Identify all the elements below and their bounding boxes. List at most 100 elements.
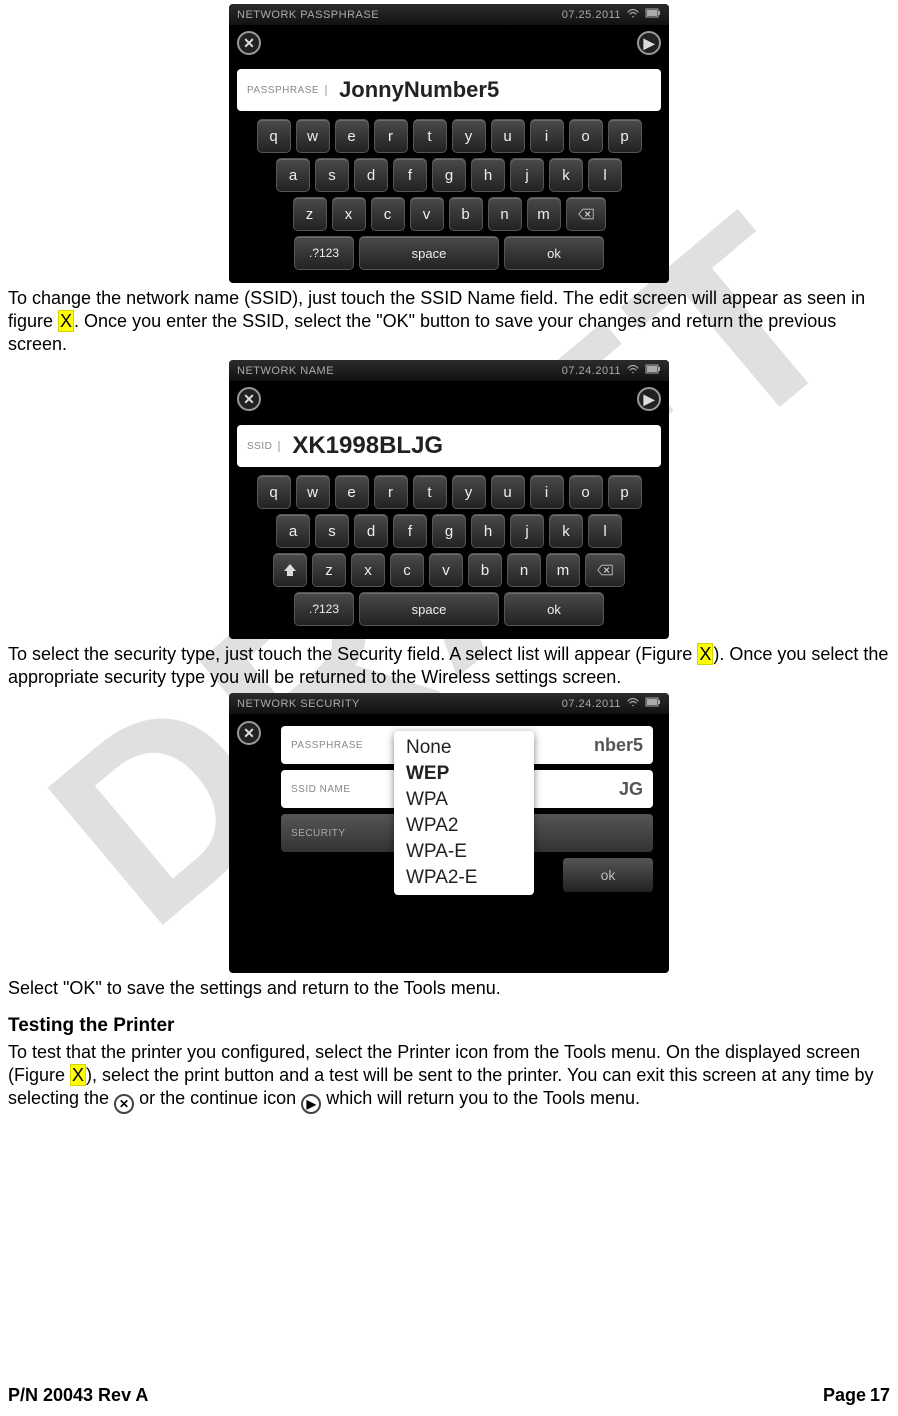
key-f[interactable]: f (393, 158, 427, 192)
key-x[interactable]: x (351, 553, 385, 587)
status-date: 07.25.2011 (562, 9, 621, 21)
battery-icon (645, 8, 661, 21)
key-t[interactable]: t (413, 119, 447, 153)
screenshot-ssid: NETWORK NAME 07.24.2011 ✕ ▶ SSID XK1998B… (229, 360, 669, 639)
screenshot-passphrase: NETWORK PASSPHRASE 07.25.2011 ✕ ▶ PASSPH… (229, 4, 669, 283)
key-j[interactable]: j (510, 158, 544, 192)
security-option-wpa2-e[interactable]: WPA2-E (394, 865, 534, 891)
key-space[interactable]: space (359, 592, 499, 626)
key-v[interactable]: v (410, 197, 444, 231)
key-k[interactable]: k (549, 158, 583, 192)
key-y[interactable]: y (452, 475, 486, 509)
field-label: SSID NAME (281, 784, 359, 795)
key-o[interactable]: o (569, 475, 603, 509)
key-x[interactable]: x (332, 197, 366, 231)
key-q[interactable]: q (257, 475, 291, 509)
key-l[interactable]: l (588, 514, 622, 548)
heading-testing-printer: Testing the Printer (8, 1014, 890, 1038)
key-e[interactable]: e (335, 119, 369, 153)
key-h[interactable]: h (471, 514, 505, 548)
ssid-field[interactable]: SSID XK1998BLJG (237, 425, 661, 467)
keyboard: qwertyuiop asdfghjkl zxcvbnm .?123 space… (229, 119, 669, 283)
key-ok[interactable]: ok (504, 236, 604, 270)
key-e[interactable]: e (335, 475, 369, 509)
key-c[interactable]: c (371, 197, 405, 231)
paragraph-select-ok: Select "OK" to save the settings and ret… (8, 977, 890, 1000)
key-f[interactable]: f (393, 514, 427, 548)
ok-button[interactable]: ok (563, 858, 653, 892)
key-u[interactable]: u (491, 475, 525, 509)
key-n[interactable]: n (488, 197, 522, 231)
key-w[interactable]: w (296, 475, 330, 509)
close-icon[interactable]: ✕ (237, 721, 261, 745)
paragraph-testing-printer: To test that the printer you configured,… (8, 1041, 890, 1115)
key-r[interactable]: r (374, 475, 408, 509)
close-icon[interactable]: ✕ (237, 31, 261, 55)
key-t[interactable]: t (413, 475, 447, 509)
wifi-icon (627, 8, 639, 21)
security-option-wpa-e[interactable]: WPA-E (394, 839, 534, 865)
key-r[interactable]: r (374, 119, 408, 153)
key-y[interactable]: y (452, 119, 486, 153)
key-backspace[interactable] (585, 553, 625, 587)
key-p[interactable]: p (608, 475, 642, 509)
key-m[interactable]: m (546, 553, 580, 587)
key-l[interactable]: l (588, 158, 622, 192)
passphrase-field[interactable]: PASSPHRASE JonnyNumber5 (237, 69, 661, 111)
key-j[interactable]: j (510, 514, 544, 548)
key-b[interactable]: b (449, 197, 483, 231)
key-c[interactable]: c (390, 553, 424, 587)
security-option-wep[interactable]: WEP (394, 761, 534, 787)
key-k[interactable]: k (549, 514, 583, 548)
page-content: NETWORK PASSPHRASE 07.25.2011 ✕ ▶ PASSPH… (8, 4, 890, 1114)
key-z[interactable]: z (312, 553, 346, 587)
keyboard: qwertyuiop asdfghjkl zxcvbnm .?123 space… (229, 475, 669, 639)
key-g[interactable]: g (432, 514, 466, 548)
key-o[interactable]: o (569, 119, 603, 153)
key-g[interactable]: g (432, 158, 466, 192)
close-icon[interactable]: ✕ (237, 387, 261, 411)
key-h[interactable]: h (471, 158, 505, 192)
key-d[interactable]: d (354, 514, 388, 548)
key-s[interactable]: s (315, 514, 349, 548)
key-m[interactable]: m (527, 197, 561, 231)
screen-title: NETWORK NAME (237, 365, 334, 377)
continue-icon[interactable]: ▶ (637, 387, 661, 411)
field-label: PASSPHRASE (237, 85, 327, 96)
key-b[interactable]: b (468, 553, 502, 587)
key-u[interactable]: u (491, 119, 525, 153)
field-value: XK1998BLJG (280, 432, 661, 460)
security-option-wpa[interactable]: WPA (394, 787, 534, 813)
key-n[interactable]: n (507, 553, 541, 587)
key-space[interactable]: space (359, 236, 499, 270)
security-option-wpa2[interactable]: WPA2 (394, 813, 534, 839)
continue-icon[interactable]: ▶ (637, 31, 661, 55)
key-ok[interactable]: ok (504, 592, 604, 626)
key-v[interactable]: v (429, 553, 463, 587)
status-bar: NETWORK SECURITY 07.24.2011 (229, 693, 669, 714)
key-d[interactable]: d (354, 158, 388, 192)
key-a[interactable]: a (276, 514, 310, 548)
figure-ref-highlight: X (697, 643, 713, 665)
key-z[interactable]: z (293, 197, 327, 231)
key-backspace[interactable] (566, 197, 606, 231)
security-option-none[interactable]: None (394, 735, 534, 761)
key-symbols[interactable]: .?123 (294, 236, 354, 270)
field-value-partial: nber5 (586, 735, 653, 756)
key-q[interactable]: q (257, 119, 291, 153)
key-shift[interactable] (273, 553, 307, 587)
key-i[interactable]: i (530, 119, 564, 153)
screenshot-security: NETWORK SECURITY 07.24.2011 ✕ PASSPHRASE… (229, 693, 669, 973)
key-i[interactable]: i (530, 475, 564, 509)
security-options-popup: NoneWEPWPAWPA2WPA-EWPA2-E (394, 731, 534, 895)
key-p[interactable]: p (608, 119, 642, 153)
page-label: Page (823, 1385, 866, 1406)
key-s[interactable]: s (315, 158, 349, 192)
page-number: 17 (870, 1385, 890, 1406)
text: . Once you enter the SSID, select the "O… (8, 311, 836, 354)
wifi-icon (627, 697, 639, 710)
key-a[interactable]: a (276, 158, 310, 192)
key-w[interactable]: w (296, 119, 330, 153)
paragraph-ssid-instructions: To change the network name (SSID), just … (8, 287, 890, 356)
key-symbols[interactable]: .?123 (294, 592, 354, 626)
